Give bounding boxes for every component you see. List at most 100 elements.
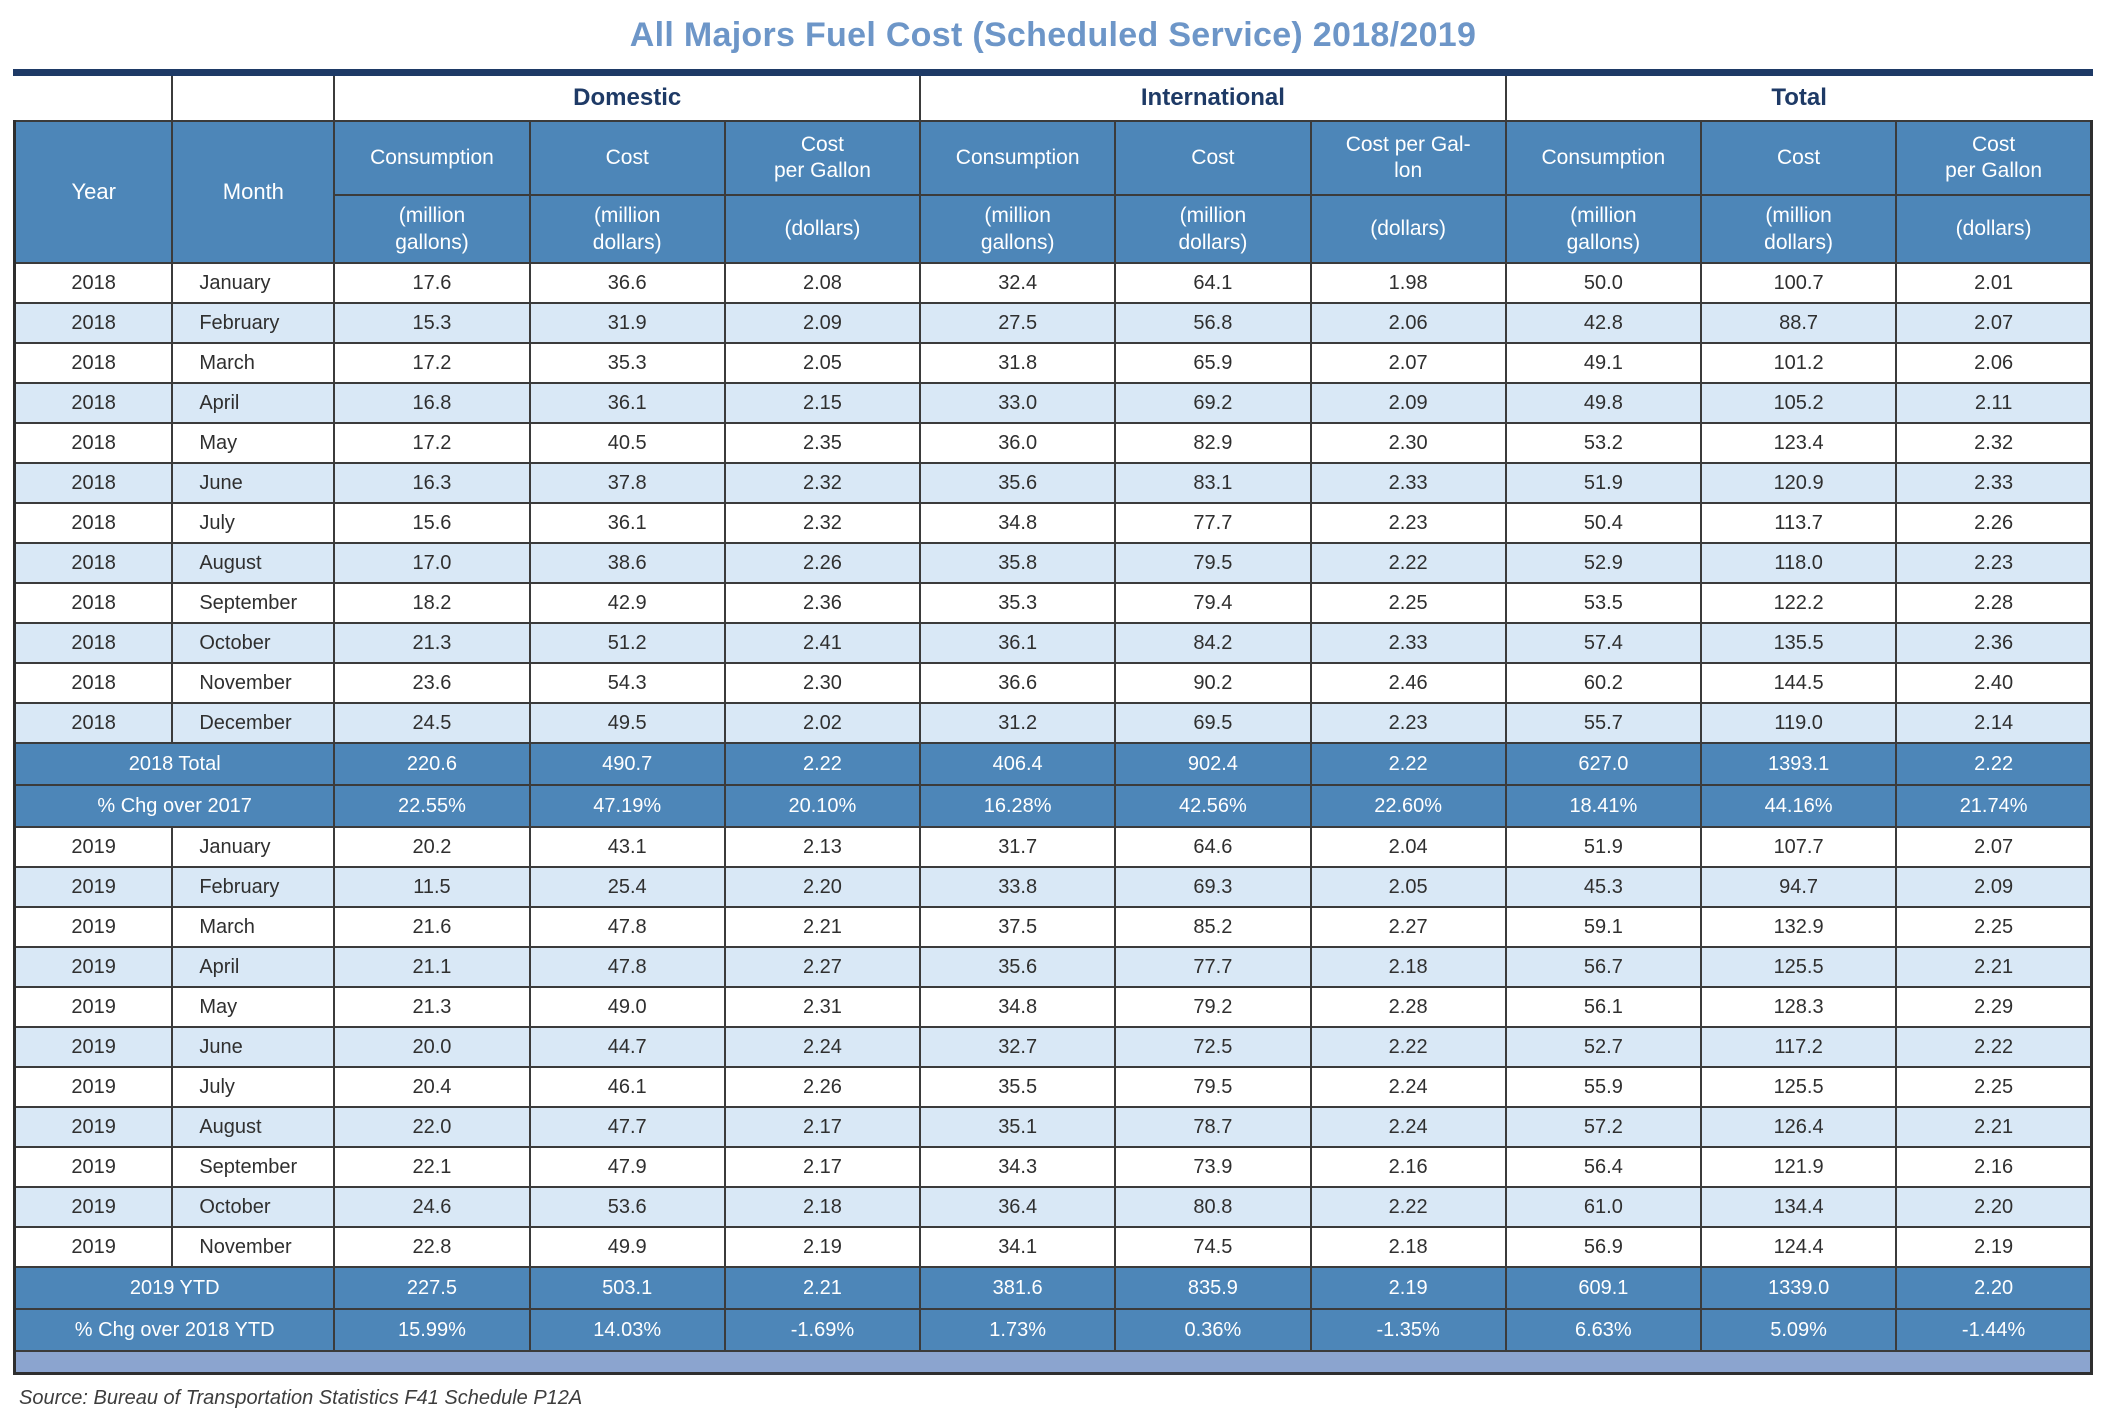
value-cell: 2.25 xyxy=(1895,906,2094,948)
value-cell: 2.24 xyxy=(1309,1106,1507,1148)
value-cell: 2.09 xyxy=(723,302,922,344)
value-cell: 2.06 xyxy=(1895,342,2094,384)
value-cell: 2.22 xyxy=(1309,1026,1507,1068)
value-cell: 69.2 xyxy=(1114,382,1312,424)
value-cell: 2.22 xyxy=(1895,742,2094,786)
value-cell: 2.21 xyxy=(1895,946,2094,988)
value-cell: 2.26 xyxy=(1895,502,2094,544)
year-cell: 2018 xyxy=(13,502,174,544)
value-cell: 53.2 xyxy=(1504,422,1702,464)
value-cell: 2.08 xyxy=(723,262,922,304)
value-cell: 57.2 xyxy=(1504,1106,1702,1148)
value-cell: 2.21 xyxy=(723,906,922,948)
value-cell: -1.69% xyxy=(723,1308,922,1352)
value-cell: 6.63% xyxy=(1504,1308,1702,1352)
table-row: 2019 September 22.1 47.9 2.17 34.3 73.9 2.16 56.… xyxy=(13,1146,2094,1188)
value-cell: 2.18 xyxy=(1309,946,1507,988)
value-cell: 49.9 xyxy=(528,1226,726,1268)
year-cell: 2019 xyxy=(13,986,174,1028)
value-cell: 21.1 xyxy=(333,946,531,988)
table-row: 2018 February 15.3 31.9 2.09 27.5 56.8 2.06 42.8… xyxy=(13,302,2094,344)
value-cell: 35.6 xyxy=(919,946,1117,988)
value-cell: 2.28 xyxy=(1895,582,2094,624)
value-cell: 53.5 xyxy=(1504,582,1702,624)
value-cell: 46.1 xyxy=(528,1066,726,1108)
group-header-total: Total xyxy=(1504,76,2092,122)
value-cell: 2.20 xyxy=(1895,1266,2094,1310)
value-cell: 2.26 xyxy=(723,1066,922,1108)
value-cell: 2.33 xyxy=(1309,462,1507,504)
value-cell: 2.21 xyxy=(1895,1106,2094,1148)
value-cell: 52.9 xyxy=(1504,542,1702,584)
group-header-international: International xyxy=(919,76,1507,122)
value-cell: 59.1 xyxy=(1504,906,1702,948)
value-cell: 113.7 xyxy=(1699,502,1898,544)
value-cell: 2.27 xyxy=(1309,906,1507,948)
group-header-row: Domestic International Total xyxy=(14,76,2092,122)
value-cell: 83.1 xyxy=(1114,462,1312,504)
value-cell: 61.0 xyxy=(1504,1186,1702,1228)
value-cell: 2.06 xyxy=(1309,302,1507,344)
value-cell: 31.8 xyxy=(919,342,1117,384)
col-header-total-consumption: Consumption xyxy=(1504,120,1702,196)
month-cell: July xyxy=(171,502,336,544)
col-header-international-cost-per-gallon: Cost per Gal- lon xyxy=(1309,120,1507,196)
value-cell: 2.11 xyxy=(1895,382,2094,424)
summary-row: 2018 Total 220.6 490.7 2.22 406.4 902.4 2.22 62… xyxy=(13,742,2094,786)
summary-row: 2019 YTD 227.5 503.1 2.21 381.6 835.9 2.19 609.… xyxy=(13,1266,2094,1310)
value-cell: 2.17 xyxy=(723,1106,922,1148)
value-cell: 35.3 xyxy=(919,582,1117,624)
value-cell: 69.5 xyxy=(1114,702,1312,744)
value-cell: 38.6 xyxy=(528,542,726,584)
month-cell: May xyxy=(171,986,336,1028)
year-cell: 2018 xyxy=(13,422,174,464)
value-cell: 85.2 xyxy=(1114,906,1312,948)
value-cell: 49.1 xyxy=(1504,342,1702,384)
value-cell: 56.8 xyxy=(1114,302,1312,344)
summary-label: 2018 Total xyxy=(13,742,336,786)
value-cell: 27.5 xyxy=(919,302,1117,344)
units-international-cost-per-gallon: (dollars) xyxy=(1309,194,1507,264)
year-cell: 2018 xyxy=(13,622,174,664)
value-cell: 2.17 xyxy=(723,1146,922,1188)
table-row: 2018 October 21.3 51.2 2.41 36.1 84.2 2.33 57.4 1… xyxy=(13,622,2094,664)
value-cell: 42.8 xyxy=(1504,302,1702,344)
value-cell: 24.5 xyxy=(333,702,531,744)
value-cell: 16.8 xyxy=(333,382,531,424)
value-cell: 42.9 xyxy=(528,582,726,624)
value-cell: 227.5 xyxy=(333,1266,531,1310)
value-cell: 2.21 xyxy=(723,1266,922,1310)
col-header-international-cost: Cost xyxy=(1114,120,1312,196)
source-citation: Source: Bureau of Transportation Statist… xyxy=(19,1387,583,1409)
month-cell: June xyxy=(171,1026,336,1068)
value-cell: 50.0 xyxy=(1504,262,1702,304)
table-row: 2019 August 22.0 47.7 2.17 35.1 78.7 2.24 57.2 12… xyxy=(13,1106,2094,1148)
col-header-total-cost-per-gallon: Cost per Gallon xyxy=(1895,120,2094,196)
value-cell: 490.7 xyxy=(528,742,726,786)
value-cell: 43.1 xyxy=(528,826,726,868)
value-cell: 73.9 xyxy=(1114,1146,1312,1188)
column-header-row: Year Month Consumption Cost Cost per Gal… xyxy=(13,120,2094,264)
value-cell: 2.20 xyxy=(723,866,922,908)
value-cell: 134.4 xyxy=(1699,1186,1898,1228)
value-cell: 2.25 xyxy=(1309,582,1507,624)
value-cell: 21.6 xyxy=(333,906,531,948)
value-cell: 2.05 xyxy=(1309,866,1507,908)
value-cell: 25.4 xyxy=(528,866,726,908)
value-cell: 2.26 xyxy=(723,542,922,584)
month-cell: April xyxy=(171,946,336,988)
value-cell: 35.5 xyxy=(919,1066,1117,1108)
value-cell: 123.4 xyxy=(1699,422,1898,464)
value-cell: 22.60% xyxy=(1309,784,1507,828)
value-cell: 40.5 xyxy=(528,422,726,464)
value-cell: 34.8 xyxy=(919,986,1117,1028)
table-row: 2018 March 17.2 35.3 2.05 31.8 65.9 2.07 49.1 101… xyxy=(13,342,2094,384)
table-row: 2018 July 15.6 36.1 2.32 34.8 77.7 2.23 50.4 113.… xyxy=(13,502,2094,544)
value-cell: 33.8 xyxy=(919,866,1117,908)
year-cell: 2018 xyxy=(13,582,174,624)
summary-label: % Chg over 2018 YTD xyxy=(13,1308,336,1352)
value-cell: 36.6 xyxy=(528,262,726,304)
month-cell: June xyxy=(171,462,336,504)
value-cell: 36.4 xyxy=(919,1186,1117,1228)
value-cell: 2.22 xyxy=(1309,1186,1507,1228)
